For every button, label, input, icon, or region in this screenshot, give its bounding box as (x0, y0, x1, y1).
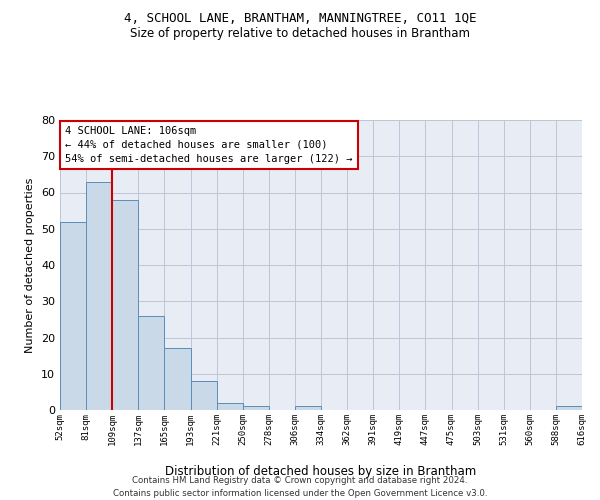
Text: Distribution of detached houses by size in Brantham: Distribution of detached houses by size … (166, 464, 476, 477)
Y-axis label: Number of detached properties: Number of detached properties (25, 178, 35, 352)
Bar (60, 222, 86, 410)
Bar (86, 182, 112, 410)
Bar (164, 348, 191, 410)
Bar (217, 403, 243, 410)
Bar (139, 316, 164, 410)
Text: Size of property relative to detached houses in Brantham: Size of property relative to detached ho… (130, 28, 470, 40)
Text: 4, SCHOOL LANE, BRANTHAM, MANNINGTREE, CO11 1QE: 4, SCHOOL LANE, BRANTHAM, MANNINGTREE, C… (124, 12, 476, 26)
Bar (556, 406, 582, 410)
Bar (191, 381, 217, 410)
Text: 4 SCHOOL LANE: 106sqm
← 44% of detached houses are smaller (100)
54% of semi-det: 4 SCHOOL LANE: 106sqm ← 44% of detached … (65, 126, 353, 164)
Bar (112, 200, 139, 410)
Text: Contains HM Land Registry data © Crown copyright and database right 2024.
Contai: Contains HM Land Registry data © Crown c… (113, 476, 487, 498)
Bar (295, 406, 321, 410)
Bar (243, 406, 269, 410)
